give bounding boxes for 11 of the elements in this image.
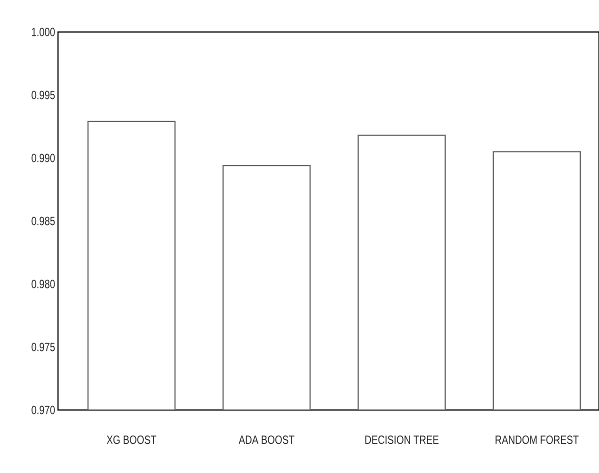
- y-tick-label: 0.970: [32, 406, 55, 414]
- y-tick-label: 0.980: [32, 280, 55, 288]
- y-tick-label: 0.985: [32, 216, 55, 226]
- y-tick-label: 0.975: [32, 342, 55, 352]
- y-tick-label: 0.990: [32, 154, 55, 162]
- y-tick-label: 0.995: [32, 90, 55, 100]
- x-tick-label: ADA BOOST: [238, 436, 294, 444]
- x-tick-label: XG BOOST: [106, 436, 156, 444]
- y-tick-label: 1.000: [32, 28, 55, 36]
- x-tick-label: DECISION TREE: [365, 436, 439, 444]
- x-tick-label: RANDOM FOREST: [496, 436, 579, 444]
